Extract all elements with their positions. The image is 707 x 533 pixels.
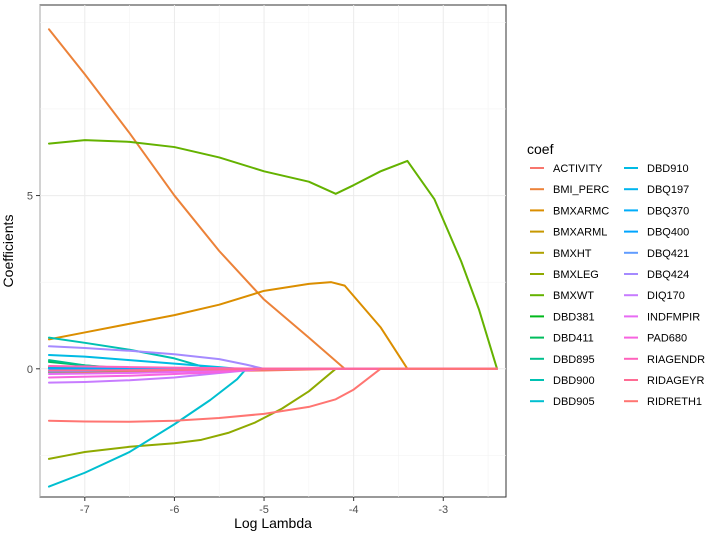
legend-label-ridageyr: RIDAGEYR [647, 375, 705, 387]
legend-label-bmxarml: BMXARML [553, 227, 607, 239]
legend-label-bmxleg: BMXLEG [553, 269, 599, 281]
legend-label-bmxarmc: BMXARMC [553, 205, 609, 217]
legend-label-bmxwt: BMXWT [553, 290, 594, 302]
x-tick-label: -5 [259, 504, 269, 516]
plot-panel [39, 4, 507, 498]
legend-title: coef [527, 141, 554, 157]
legend-label-diq170: DIQ170 [647, 290, 685, 302]
legend: coef ACTIVITY BMI_PERC BMXARMC BMXARML BMXHT… [527, 141, 705, 408]
legend-label-dbq421: DBQ421 [647, 248, 689, 260]
legend-label-dbd895: DBD895 [553, 354, 595, 366]
y-axis-title: Coefficients [0, 215, 16, 288]
legend-label-bmxht: BMXHT [553, 248, 592, 260]
x-tick-label: -4 [349, 504, 359, 516]
series-line-ridageyr [47, 367, 499, 372]
series-line-bmi-perc [47, 28, 499, 370]
legend-label-dbd900: DBD900 [553, 375, 595, 387]
legend-label-dbq424: DBQ424 [647, 269, 689, 281]
x-tick-label: -3 [438, 504, 448, 516]
axes: -7 -6 -5 -4 -3 0 5 [27, 191, 448, 516]
legend-label-dbq197: DBQ197 [647, 184, 689, 196]
series-line-ridreth1 [47, 367, 499, 423]
legend-label-dbq400: DBQ400 [647, 227, 689, 239]
x-tick-label: -7 [80, 504, 90, 516]
legend-label-bmi-perc: BMI_PERC [553, 184, 609, 196]
legend-label-dbd910: DBD910 [647, 163, 689, 175]
x-axis-title: Log Lambda [234, 515, 312, 531]
legend-label-ridreth1: RIDRETH1 [647, 396, 702, 408]
legend-label-pad680: PAD680 [647, 333, 687, 345]
legend-label-dbd411: DBD411 [553, 333, 594, 345]
y-tick-label: 5 [27, 191, 33, 203]
series-line-bmxleg [47, 367, 499, 460]
legend-label-dbd905: DBD905 [553, 396, 595, 408]
legend-label-indfmpir: INDFMPIR [647, 311, 700, 323]
y-tick-label: 0 [27, 364, 33, 376]
legend-label-dbd381: DBD381 [553, 311, 595, 323]
legend-label-activity: ACTIVITY [553, 163, 603, 175]
legend-label-riagendr: RIAGENDR [647, 354, 705, 366]
series-lines [47, 28, 499, 488]
legend-label-dbq370: DBQ370 [647, 205, 689, 217]
x-tick-label: -6 [170, 504, 180, 516]
series-line-bmxarmc [47, 281, 499, 370]
series-line-bmxwt [47, 139, 499, 370]
grid-lines [39, 5, 506, 497]
